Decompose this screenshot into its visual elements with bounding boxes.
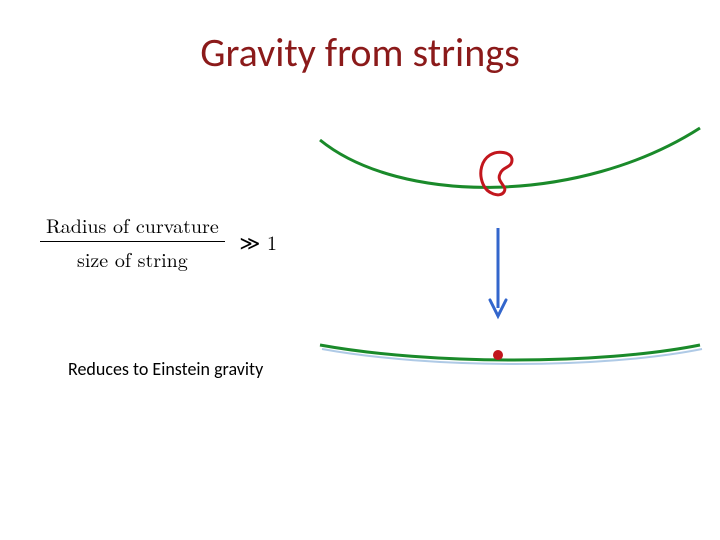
fraction: Radius of curvature size of string (40, 210, 225, 273)
much-greater-than: ≫ 1 (231, 227, 277, 256)
bottom-flat-spacetime (320, 345, 700, 360)
point-particle-icon (493, 350, 503, 360)
curvature-ratio-formula: Radius of curvature size of string ≫ 1 (40, 210, 277, 273)
fraction-denominator: size of string (40, 241, 225, 273)
reduces-caption: Reduces to Einstein gravity (68, 358, 263, 380)
reduction-arrow-head (490, 300, 506, 316)
slide-title: Gravity from strings (0, 28, 720, 77)
bottom-curve-shadow (322, 349, 702, 364)
fraction-numerator: Radius of curvature (40, 210, 225, 241)
closed-string-icon (481, 152, 512, 195)
top-curved-spacetime (320, 128, 700, 187)
